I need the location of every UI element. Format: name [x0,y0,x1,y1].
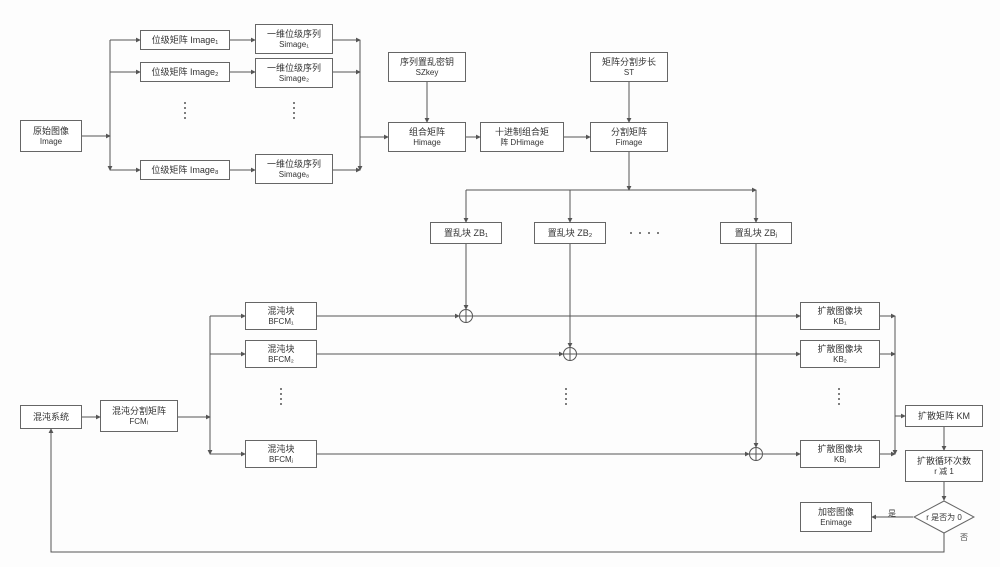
node-zb1: 置乱块 ZB₁ [430,222,502,244]
text: KBⱼ [834,455,846,464]
xor-icon [749,447,763,461]
text: 加密图像 [818,507,854,517]
text: Himage [413,138,441,147]
text: KB₂ [833,355,847,364]
text: 位级矩阵 Image₁ [152,35,219,45]
text: 一维位级序列 [267,159,321,169]
node-himage: 组合矩阵 Himage [388,122,466,152]
node-szkey: 序列置乱密钥 SZkey [388,52,466,82]
node-zbj: 置乱块 ZBⱼ [720,222,792,244]
node-chaos-sys: 混沌系统 [20,405,82,429]
node-seq-2: 一维位级序列 Simage₂ [255,58,333,88]
node-seq-8: 一维位级序列 Simage₈ [255,154,333,184]
node-orig-image: 原始图像 Image [20,120,82,152]
text: BFCMⱼ [269,455,293,464]
text: r 是否为 0 [913,500,975,534]
text: 位级矩阵 Image₈ [151,165,218,175]
text: 混沌分割矩阵 [112,406,166,416]
text: 置乱块 ZB₁ [444,228,488,238]
dots-icon [293,102,295,119]
text: 矩阵分割步长 [602,57,656,67]
node-seq-1: 一维位级序列 Simage₁ [255,24,333,54]
text: BFCM₁ [268,317,293,326]
xor-icon [459,309,473,323]
xor-icon [563,347,577,361]
node-bfcm2: 混沌块 BFCM₂ [245,340,317,368]
text: 扩散图像块 [817,306,862,316]
text: 十进制组合矩 [495,127,549,137]
text: 置乱块 ZB₂ [548,228,593,238]
text: Fimage [616,138,643,147]
dots-icon [838,388,840,405]
label-no: 否 [960,532,968,543]
text: ST [624,68,634,77]
node-fcm: 混沌分割矩阵 FCM₍ [100,400,178,432]
text: 序列置乱密钥 [400,57,454,67]
text: 位级矩阵 Image₂ [151,67,218,77]
node-kb1: 扩散图像块 KB₁ [800,302,880,330]
node-bit-mx-2: 位级矩阵 Image₂ [140,62,230,82]
text: BFCM₂ [268,355,294,364]
node-dhimage: 十进制组合矩 阵 DHimage [480,122,564,152]
node-fimage: 分割矩阵 Fimage [590,122,668,152]
node-bit-mx-1: 位级矩阵 Image₁ [140,30,230,50]
node-kbj: 扩散图像块 KBⱼ [800,440,880,468]
node-zb2: 置乱块 ZB₂ [534,222,606,244]
text: Simage₂ [279,74,309,83]
text: 混沌块 [267,344,294,354]
node-km: 扩散矩阵 KM [905,405,983,427]
text: 扩散矩阵 KM [918,411,970,421]
text: 混沌块 [267,444,294,454]
text: Simage₈ [279,170,309,179]
text: 扩散图像块 [817,444,862,454]
text: Enimage [820,518,852,527]
arrows [0,0,1000,567]
text: KB₁ [833,317,846,326]
text: SZkey [416,68,439,77]
text: 置乱块 ZBⱼ [735,228,778,238]
text: FCM₍ [129,417,148,426]
label-yes: 是 [888,508,896,519]
node-kb2: 扩散图像块 KB₂ [800,340,880,368]
text: 阵 DHimage [500,138,544,147]
node-rdec: 扩散循环次数 r 减 1 [905,450,983,482]
text: 扩散循环次数 [917,456,971,466]
text: 混沌系统 [33,412,69,422]
node-bfcm1: 混沌块 BFCM₁ [245,302,317,330]
dots-icon [565,388,567,405]
node-bit-mx-8: 位级矩阵 Image₈ [140,160,230,180]
node-bfcmj: 混沌块 BFCMⱼ [245,440,317,468]
text: 扩散图像块 [817,344,862,354]
text: 一维位级序列 [267,63,321,73]
dots-icon [184,102,186,119]
dots-icon [630,232,659,234]
decision-r-zero: r 是否为 0 [913,500,975,534]
text: 混沌块 [267,306,294,316]
text: 组合矩阵 [409,127,445,137]
text: Simage₁ [279,40,309,49]
text: 分割矩阵 [611,127,647,137]
node-enimage: 加密图像 Enimage [800,502,872,532]
node-st: 矩阵分割步长 ST [590,52,668,82]
text: Image [40,137,62,146]
text: 原始图像 [33,126,69,136]
text: 一维位级序列 [267,29,321,39]
text: r 减 1 [934,467,954,476]
dots-icon [280,388,282,405]
